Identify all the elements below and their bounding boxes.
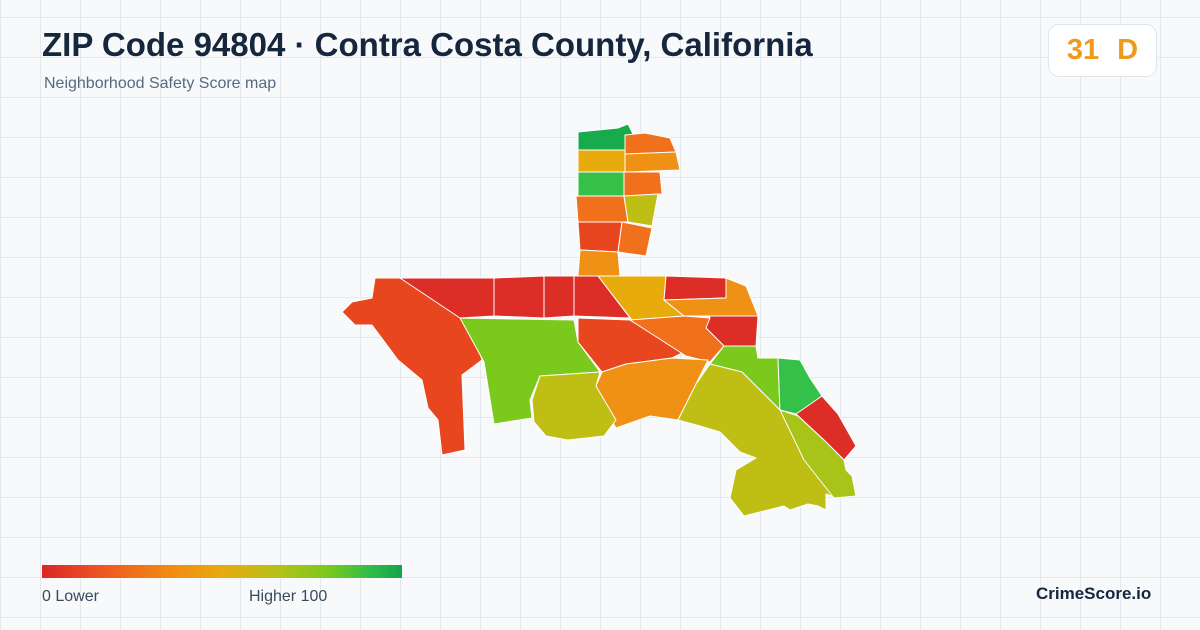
map-region[interactable] <box>663 275 727 301</box>
map-region[interactable] <box>779 409 857 499</box>
map-region[interactable] <box>543 275 575 319</box>
map-subtitle: Neighborhood Safety Score map <box>44 75 277 92</box>
map-region[interactable] <box>577 171 625 197</box>
map-region[interactable] <box>795 395 857 461</box>
score-grade: D <box>1117 34 1139 66</box>
map-region[interactable] <box>624 132 677 155</box>
map-region[interactable] <box>459 317 601 425</box>
map-region[interactable] <box>577 221 623 253</box>
map-region[interactable] <box>577 249 621 277</box>
map-region[interactable] <box>531 371 617 441</box>
map-region[interactable] <box>617 221 653 257</box>
map-region[interactable] <box>624 151 681 173</box>
map-region[interactable] <box>575 195 629 223</box>
map-region[interactable] <box>623 193 659 227</box>
color-scale-legend <box>42 565 402 578</box>
page-title: ZIP Code 94804 · Contra Costa County, Ca… <box>42 26 813 63</box>
safety-score-badge: 31 D <box>1048 24 1157 77</box>
legend-max-label: Higher 100 <box>249 588 328 605</box>
legend-min-label: 0 Lower <box>42 588 99 605</box>
map-region[interactable] <box>629 315 725 363</box>
brand-logo: CrimeScore.io <box>1036 584 1152 603</box>
map-region[interactable] <box>493 275 545 319</box>
map-region[interactable] <box>623 171 663 197</box>
map-region[interactable] <box>577 149 626 173</box>
map-region[interactable] <box>663 277 759 317</box>
score-value: 31 <box>1066 34 1100 66</box>
